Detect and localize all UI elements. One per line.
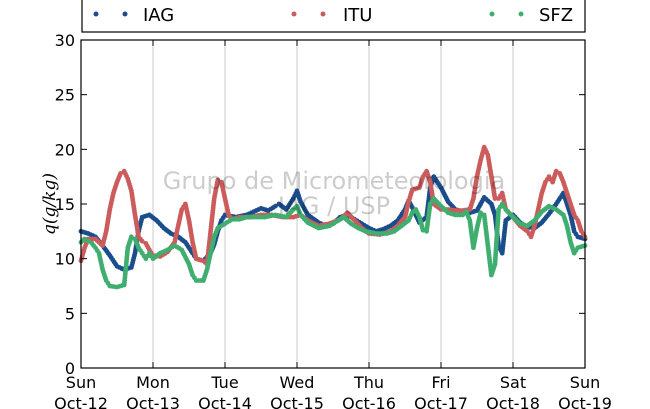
legend-item-iag: IAG — [93, 5, 174, 26]
legend-label-itu: ITU — [343, 5, 372, 26]
y-tick-label: 0 — [65, 359, 75, 378]
watermark-line-1: Grupo de Micrometeorologia — [163, 167, 505, 195]
legend-marker-iag — [93, 11, 99, 17]
x-tick-day-label: Mon — [136, 373, 170, 392]
y-tick-label: 15 — [55, 195, 75, 214]
data-point-itu — [553, 168, 559, 174]
x-tick-day-label: Sun — [570, 373, 600, 392]
x-tick-date-label: Oct-18 — [486, 394, 540, 409]
legend-box — [81, 0, 586, 33]
x-tick-day-label: Sun — [66, 373, 96, 392]
data-point-itu — [215, 177, 221, 183]
legend-item-sfz: SFZ — [489, 5, 573, 26]
y-tick-label: 10 — [55, 250, 75, 269]
watermark-line-2: IAG / USP — [278, 192, 390, 220]
y-tick-label: 20 — [55, 140, 75, 159]
y-tick-label: 30 — [55, 31, 75, 50]
x-tick-day-label: Fri — [431, 373, 450, 392]
legend-label-iag: IAG — [143, 5, 174, 26]
data-point-sfz — [129, 234, 134, 240]
data-point-sfz — [82, 236, 87, 242]
y-tick-labels: 0 5 10 15 20 25 30 — [55, 31, 75, 378]
data-point-sfz — [478, 210, 483, 216]
legend-marker-itu — [291, 11, 297, 17]
data-point-sfz — [420, 227, 426, 233]
x-tick-day-label: Sat — [500, 373, 526, 392]
legend-item-itu: ITU — [291, 5, 372, 26]
series-itu — [78, 144, 588, 267]
x-tick-day-label: Wed — [280, 373, 315, 392]
legend-marker-sfz — [518, 11, 524, 17]
x-tick-date-label: Oct-12 — [54, 394, 108, 409]
data-point-itu — [139, 238, 145, 244]
x-tick-date-label: Oct-16 — [342, 394, 396, 409]
y-tick-label: 25 — [55, 86, 75, 105]
data-points — [78, 144, 588, 290]
x-tick-day-label: Tue — [210, 373, 238, 392]
x-tick-date-label: Oct-15 — [270, 394, 324, 409]
legend-marker-sfz — [489, 11, 495, 17]
y-axis-label: q(g/kg) — [40, 173, 60, 235]
series-sfz — [78, 196, 588, 290]
data-point-itu — [492, 196, 498, 201]
data-point-itu — [118, 170, 123, 176]
x-tick-date-label: Oct-13 — [126, 394, 180, 409]
legend-marker-itu — [320, 11, 326, 17]
x-tick-date-label: Oct-14 — [198, 394, 252, 409]
x-tick-labels: Sun Oct-12 Mon Oct-13 Tue Oct-14 Wed Oct-15 Thu O… — [54, 373, 612, 409]
x-tick-date-label: Oct-17 — [414, 394, 468, 409]
data-point-sfz — [85, 238, 91, 244]
data-point-iag — [273, 203, 278, 209]
legend-label-sfz: SFZ — [539, 5, 573, 26]
x-tick-day-label: Thu — [353, 373, 384, 392]
legend-marker-iag — [122, 11, 128, 17]
x-tick-date-label: Oct-19 — [558, 394, 612, 409]
y-tick-label: 5 — [65, 304, 75, 323]
axis-ticks — [80, 39, 586, 369]
legend: IAG ITU SFZ — [93, 5, 573, 26]
